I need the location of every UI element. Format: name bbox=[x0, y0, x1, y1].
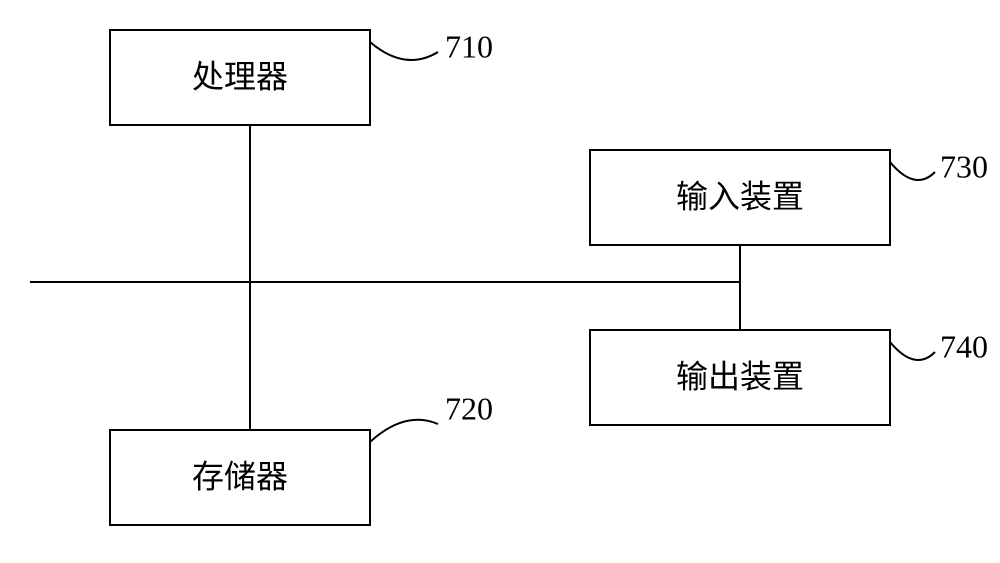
memory-ref: 720 bbox=[445, 390, 493, 426]
output-leader bbox=[890, 342, 935, 360]
processor-label: 处理器 bbox=[192, 58, 288, 94]
processor-ref: 710 bbox=[445, 28, 493, 64]
input-label: 输入装置 bbox=[676, 178, 804, 214]
memory-label: 存储器 bbox=[192, 458, 288, 494]
memory-leader bbox=[370, 420, 438, 442]
block-diagram: 处理器 710 存储器 720 输入装置 730 输出装置 740 bbox=[0, 0, 1000, 563]
input-ref: 730 bbox=[940, 148, 988, 184]
output-label: 输出装置 bbox=[676, 358, 804, 394]
processor-leader bbox=[370, 42, 438, 60]
output-ref: 740 bbox=[940, 328, 988, 364]
input-leader bbox=[890, 162, 935, 180]
